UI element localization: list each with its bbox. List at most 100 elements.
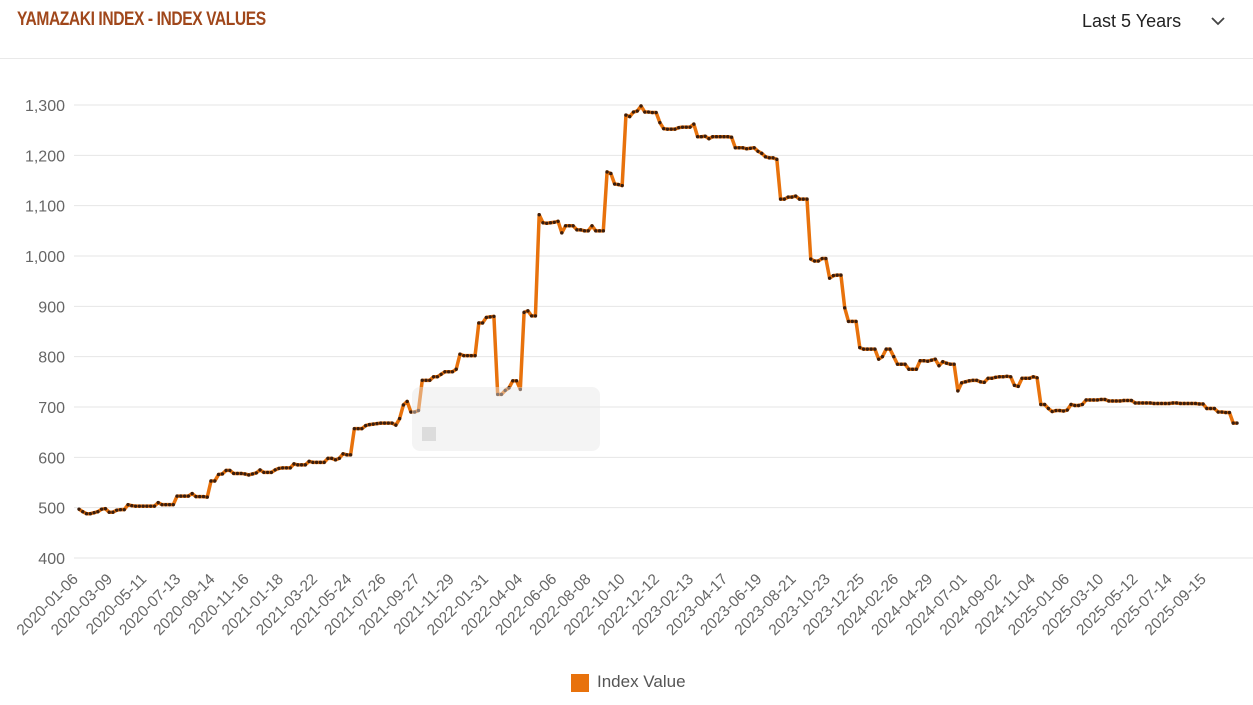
data-point	[1182, 401, 1186, 406]
data-point	[865, 347, 870, 351]
data-point	[511, 379, 515, 383]
data-point	[639, 104, 643, 108]
data-point	[1190, 401, 1194, 406]
data-point	[929, 358, 934, 362]
data-point	[548, 221, 553, 225]
data-point	[394, 423, 398, 427]
data-point	[1107, 399, 1111, 403]
data-point	[495, 392, 500, 397]
data-point	[737, 146, 741, 150]
data-point	[741, 146, 745, 150]
data-point	[416, 408, 421, 413]
data-point	[148, 504, 153, 508]
data-point	[405, 399, 409, 404]
data-point	[1054, 408, 1058, 413]
data-point	[145, 504, 149, 508]
data-point	[744, 147, 749, 151]
data-point	[469, 353, 473, 358]
data-point	[567, 224, 572, 228]
data-point	[714, 135, 719, 139]
data-point	[1118, 399, 1122, 403]
data-point	[1129, 398, 1134, 403]
data-point	[748, 146, 753, 150]
data-point	[431, 375, 436, 379]
data-point	[1201, 402, 1205, 406]
data-point	[220, 472, 225, 476]
data-point	[805, 197, 809, 201]
data-point	[375, 421, 379, 426]
data-point	[1223, 410, 1228, 415]
data-point	[179, 494, 183, 498]
data-point	[809, 257, 813, 261]
data-point	[130, 503, 134, 508]
data-point	[601, 229, 606, 233]
data-point	[861, 347, 866, 351]
data-point	[262, 470, 266, 475]
data-point	[330, 456, 334, 461]
data-point	[409, 410, 413, 414]
time-range-label: Last 5 Years	[1082, 11, 1182, 31]
data-point	[216, 472, 221, 477]
data-point	[733, 146, 738, 150]
data-point	[1231, 421, 1235, 425]
data-point	[986, 376, 990, 381]
data-point	[390, 421, 394, 425]
data-point	[880, 354, 885, 359]
data-point	[92, 511, 96, 515]
data-point	[959, 381, 964, 385]
data-point	[1163, 401, 1168, 406]
data-point	[1227, 410, 1232, 415]
data-point	[654, 110, 658, 115]
data-point	[963, 380, 968, 384]
data-point	[367, 422, 372, 427]
data-point	[126, 502, 130, 507]
data-point	[326, 456, 330, 461]
data-point	[213, 479, 217, 483]
time-range-dropdown[interactable]: Last 5 Years	[1072, 6, 1242, 38]
data-point	[1084, 398, 1088, 402]
data-point	[933, 357, 937, 361]
data-point	[597, 229, 602, 233]
data-point	[1125, 398, 1130, 403]
data-point	[816, 259, 821, 263]
data-point	[782, 197, 787, 201]
data-point	[333, 458, 338, 462]
data-point	[786, 195, 790, 199]
data-point	[269, 470, 274, 475]
data-point	[484, 315, 489, 320]
data-point	[288, 466, 292, 470]
data-point	[488, 315, 492, 319]
data-point	[763, 155, 768, 159]
data-point	[1193, 401, 1198, 406]
data-point	[707, 137, 711, 141]
data-point	[1050, 409, 1054, 414]
data-point	[541, 221, 545, 225]
data-point	[858, 345, 862, 350]
chevron-down-icon	[1211, 17, 1225, 26]
data-point	[1027, 376, 1032, 381]
data-point	[118, 507, 123, 512]
line-chart: 4005006007008009001,0001,1001,2001,30020…	[14, 98, 1253, 639]
data-point	[967, 379, 971, 383]
data-point	[993, 375, 998, 380]
data-point	[228, 468, 232, 473]
data-point	[518, 387, 523, 392]
data-point	[1076, 403, 1081, 408]
data-point	[616, 182, 621, 187]
data-point	[428, 378, 432, 383]
data-point	[571, 224, 575, 228]
data-point	[1020, 376, 1024, 381]
data-point	[888, 347, 892, 351]
data-point	[790, 195, 794, 199]
data-point	[318, 460, 323, 465]
data-point	[643, 110, 647, 114]
data-point	[726, 135, 730, 139]
data-point	[514, 379, 519, 383]
data-point	[254, 471, 258, 475]
data-point	[1110, 399, 1115, 403]
data-point	[1216, 410, 1220, 414]
data-point	[1148, 401, 1152, 405]
data-point	[797, 197, 802, 201]
data-point	[413, 410, 417, 414]
data-point	[843, 306, 847, 310]
